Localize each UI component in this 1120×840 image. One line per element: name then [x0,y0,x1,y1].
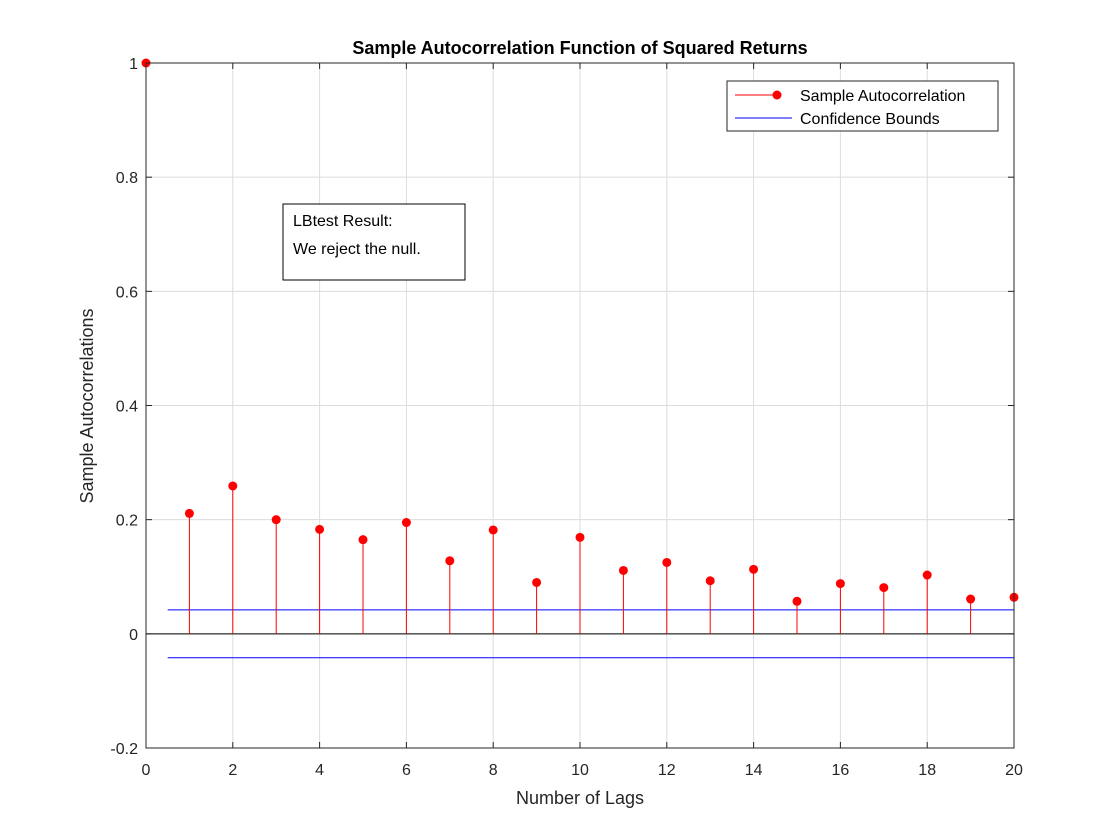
stem-lag-19 [966,594,976,634]
x-tick-label: 16 [832,762,850,779]
stem-lag-2 [228,481,238,634]
stem-lag-13 [705,576,715,634]
annotation-line-1: LBtest Result: [293,213,393,230]
stem-marker [662,557,672,567]
y-tick-label: 0.4 [116,399,138,416]
stem-marker [532,577,542,587]
stem-lag-17 [879,583,889,634]
x-tick-label: 4 [315,762,324,779]
stem-marker [835,579,845,589]
annotation-box [282,203,466,281]
stem-lag-15 [792,596,802,634]
confidence-bounds [167,609,1014,659]
stem-lag-14 [749,564,759,634]
stem-lag-9 [532,577,542,634]
y-tick-label: -0.2 [110,741,138,758]
y-tick-label: 0.6 [116,284,138,301]
annotation-line-2: We reject the null. [293,241,421,258]
y-tick-label: 0.8 [116,170,138,187]
stem-marker [184,508,194,518]
stem-lag-1 [184,508,194,634]
stem-marker [228,481,238,491]
stem-lag-16 [835,579,845,634]
legend-box [726,80,999,132]
x-tick-label: 0 [142,762,151,779]
y-tick-label: 1 [129,56,138,73]
x-axis-label: Number of Lags [516,788,644,808]
legend-marker-sample-autocorrelation [772,90,782,100]
x-tick-label: 18 [918,762,936,779]
stem-marker [488,525,498,535]
x-tick-label: 12 [658,762,676,779]
stem-lag-5 [358,535,368,634]
stem-marker [575,532,585,542]
stem-lag-4 [315,524,325,634]
x-tick-label: 20 [1005,762,1023,779]
stem-lag-3 [271,515,281,634]
stem-lag-6 [401,518,411,634]
y-tick-label: 0.2 [116,513,138,530]
stem-lag-18 [922,570,932,634]
stem-marker [358,535,368,545]
x-tick-label: 2 [228,762,237,779]
legend-label-confidence-bounds: Confidence Bounds [800,111,940,128]
x-tick-label: 14 [745,762,763,779]
stem-marker [618,565,628,575]
stem-marker [922,570,932,580]
stem-lag-12 [662,557,672,634]
x-tick-label: 10 [571,762,589,779]
stem-marker [792,596,802,606]
stem-marker [705,576,715,586]
stem-marker [749,564,759,574]
stem-marker [966,594,976,604]
stem-marker [315,524,325,534]
y-axis-label: Sample Autocorrelations [77,308,97,503]
stem-marker [445,556,455,566]
x-tick-label: 8 [489,762,498,779]
stem-marker [879,583,889,593]
stem-lag-7 [445,556,455,634]
x-tick-label: 6 [402,762,411,779]
stem-lag-11 [618,565,628,634]
legend-label-sample-autocorrelation: Sample Autocorrelation [800,88,965,105]
lbtest-annotation: LBtest Result: We reject the null. [282,203,466,281]
stem-marker [271,515,281,525]
stem-lag-8 [488,525,498,634]
chart-title: Sample Autocorrelation Function of Squar… [352,38,807,58]
y-tick-label: 0 [129,627,138,644]
stem-lag-10 [575,532,585,634]
legend: Sample Autocorrelation Confidence Bounds [726,80,999,132]
stem-marker [401,518,411,528]
tick-labels: 0 2 4 6 8 10 12 14 16 18 20-0.200.20.40.60.81 [110,56,1023,779]
stem-series [141,58,1019,634]
